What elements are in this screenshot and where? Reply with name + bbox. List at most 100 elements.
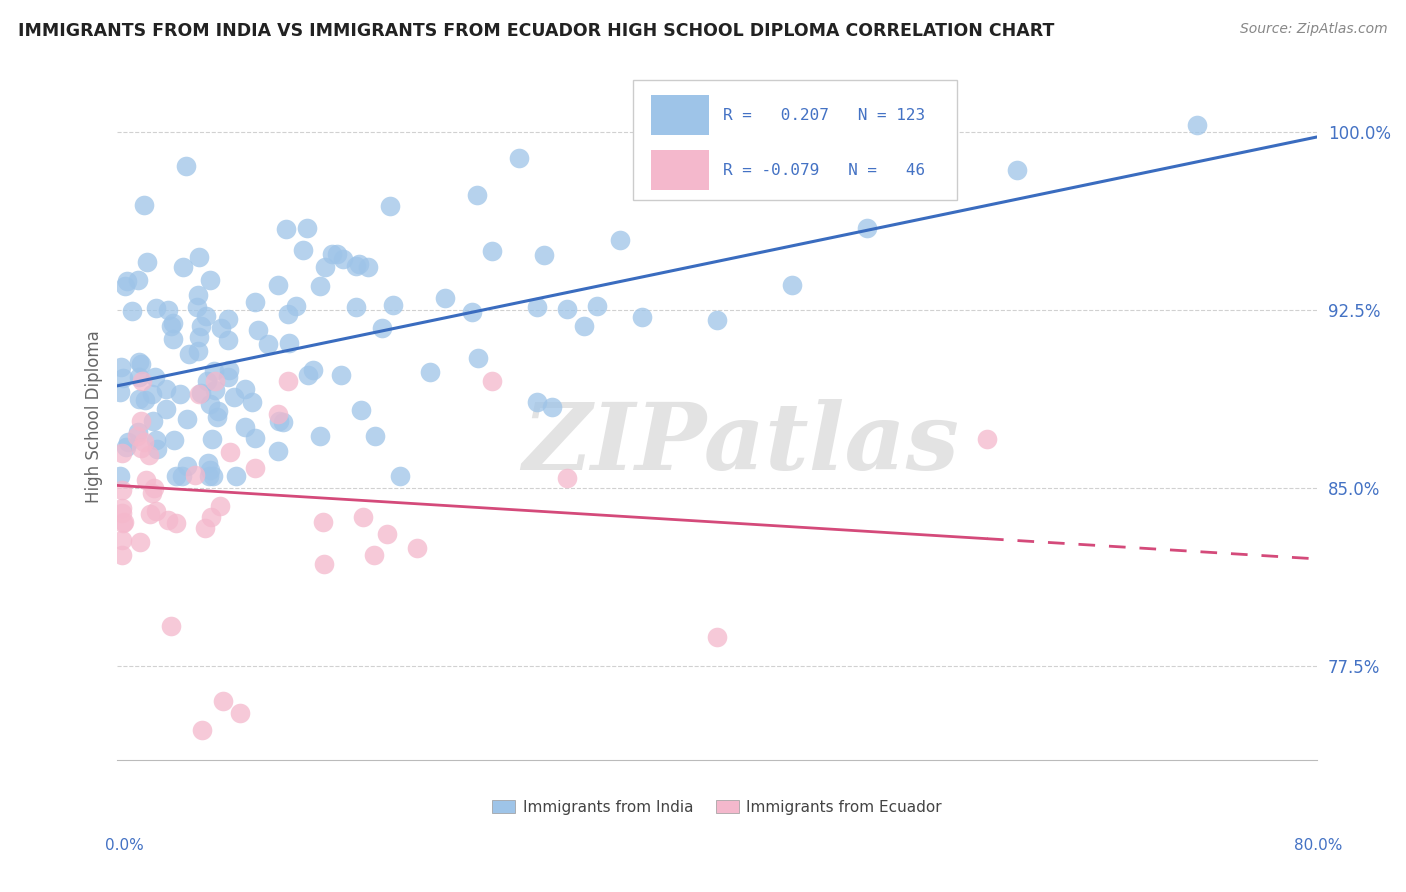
Point — [163, 434, 186, 448]
Text: IMMIGRANTS FROM INDIA VS IMMIGRANTS FROM ECUADOR HIGH SCHOOL DIPLOMA CORRELATION: IMMIGRANTS FROM INDIA VS IMMIGRANTS FROM… — [18, 22, 1054, 40]
Point — [114, 440, 136, 454]
Point — [160, 618, 183, 632]
Point — [127, 429, 149, 443]
Text: Source: ZipAtlas.com: Source: ZipAtlas.com — [1240, 22, 1388, 37]
Point — [382, 298, 405, 312]
Point — [266, 407, 288, 421]
Point — [146, 442, 169, 457]
Point — [246, 323, 269, 337]
Point — [172, 260, 194, 274]
Point — [1185, 119, 1208, 133]
Point — [195, 310, 218, 324]
Point — [142, 481, 165, 495]
Point — [267, 278, 290, 293]
Point — [155, 382, 177, 396]
Point — [308, 428, 330, 442]
Point — [117, 274, 139, 288]
Point — [284, 300, 307, 314]
Point — [586, 299, 609, 313]
Point — [145, 433, 167, 447]
Point — [375, 527, 398, 541]
Point — [208, 500, 231, 514]
Point — [201, 432, 224, 446]
Point — [187, 288, 209, 302]
Point — [229, 706, 252, 720]
Point — [706, 630, 728, 644]
Point — [111, 483, 134, 497]
Point — [108, 469, 131, 483]
Point — [325, 247, 347, 261]
Point — [145, 504, 167, 518]
Point — [217, 312, 239, 326]
Point — [198, 469, 221, 483]
Point — [187, 344, 209, 359]
Y-axis label: High School Diploma: High School Diploma — [86, 330, 103, 503]
Point — [352, 510, 374, 524]
Point — [197, 374, 219, 388]
Point — [174, 159, 197, 173]
Point — [162, 332, 184, 346]
Point — [631, 310, 654, 325]
Point — [191, 723, 214, 737]
Point — [225, 469, 247, 483]
Point — [129, 414, 152, 428]
Point — [217, 370, 239, 384]
Point — [235, 420, 257, 434]
Point — [157, 302, 180, 317]
Point — [169, 387, 191, 401]
Point — [162, 316, 184, 330]
Point — [202, 364, 225, 378]
Point — [481, 244, 503, 258]
Point — [204, 374, 226, 388]
Point — [301, 363, 323, 377]
Point — [211, 694, 233, 708]
Point — [110, 359, 132, 374]
Point — [245, 461, 267, 475]
Point — [129, 441, 152, 455]
Point — [271, 416, 294, 430]
Point — [145, 301, 167, 315]
Point — [332, 252, 354, 267]
Point — [177, 347, 200, 361]
Bar — [651, 150, 709, 190]
Point — [526, 300, 548, 314]
Point — [347, 256, 370, 270]
Point — [138, 448, 160, 462]
Point — [200, 510, 222, 524]
Point — [274, 222, 297, 236]
Point — [209, 321, 232, 335]
Point — [257, 337, 280, 351]
Point — [111, 501, 134, 516]
Point — [172, 469, 194, 483]
Text: 80.0%: 80.0% — [1295, 838, 1343, 853]
Point — [555, 301, 578, 316]
Point — [278, 335, 301, 350]
Point — [141, 486, 163, 500]
Point — [155, 402, 177, 417]
Point — [204, 383, 226, 397]
Point — [291, 243, 314, 257]
Point — [112, 371, 135, 385]
Legend: Immigrants from India, Immigrants from Ecuador: Immigrants from India, Immigrants from E… — [492, 799, 942, 814]
Point — [321, 246, 343, 260]
Point — [481, 374, 503, 388]
Point — [224, 390, 246, 404]
Point — [156, 513, 179, 527]
Bar — [651, 95, 709, 135]
Point — [138, 507, 160, 521]
Point — [344, 301, 367, 315]
Point — [370, 321, 392, 335]
FancyBboxPatch shape — [633, 80, 957, 200]
Point — [461, 305, 484, 319]
Point — [207, 404, 229, 418]
Point — [129, 535, 152, 549]
Point — [312, 557, 335, 571]
Point — [183, 467, 205, 482]
Point — [135, 473, 157, 487]
Point — [312, 515, 335, 529]
Point — [111, 533, 134, 547]
Point — [134, 393, 156, 408]
Point — [419, 365, 441, 379]
Point — [378, 199, 401, 213]
Point — [114, 279, 136, 293]
